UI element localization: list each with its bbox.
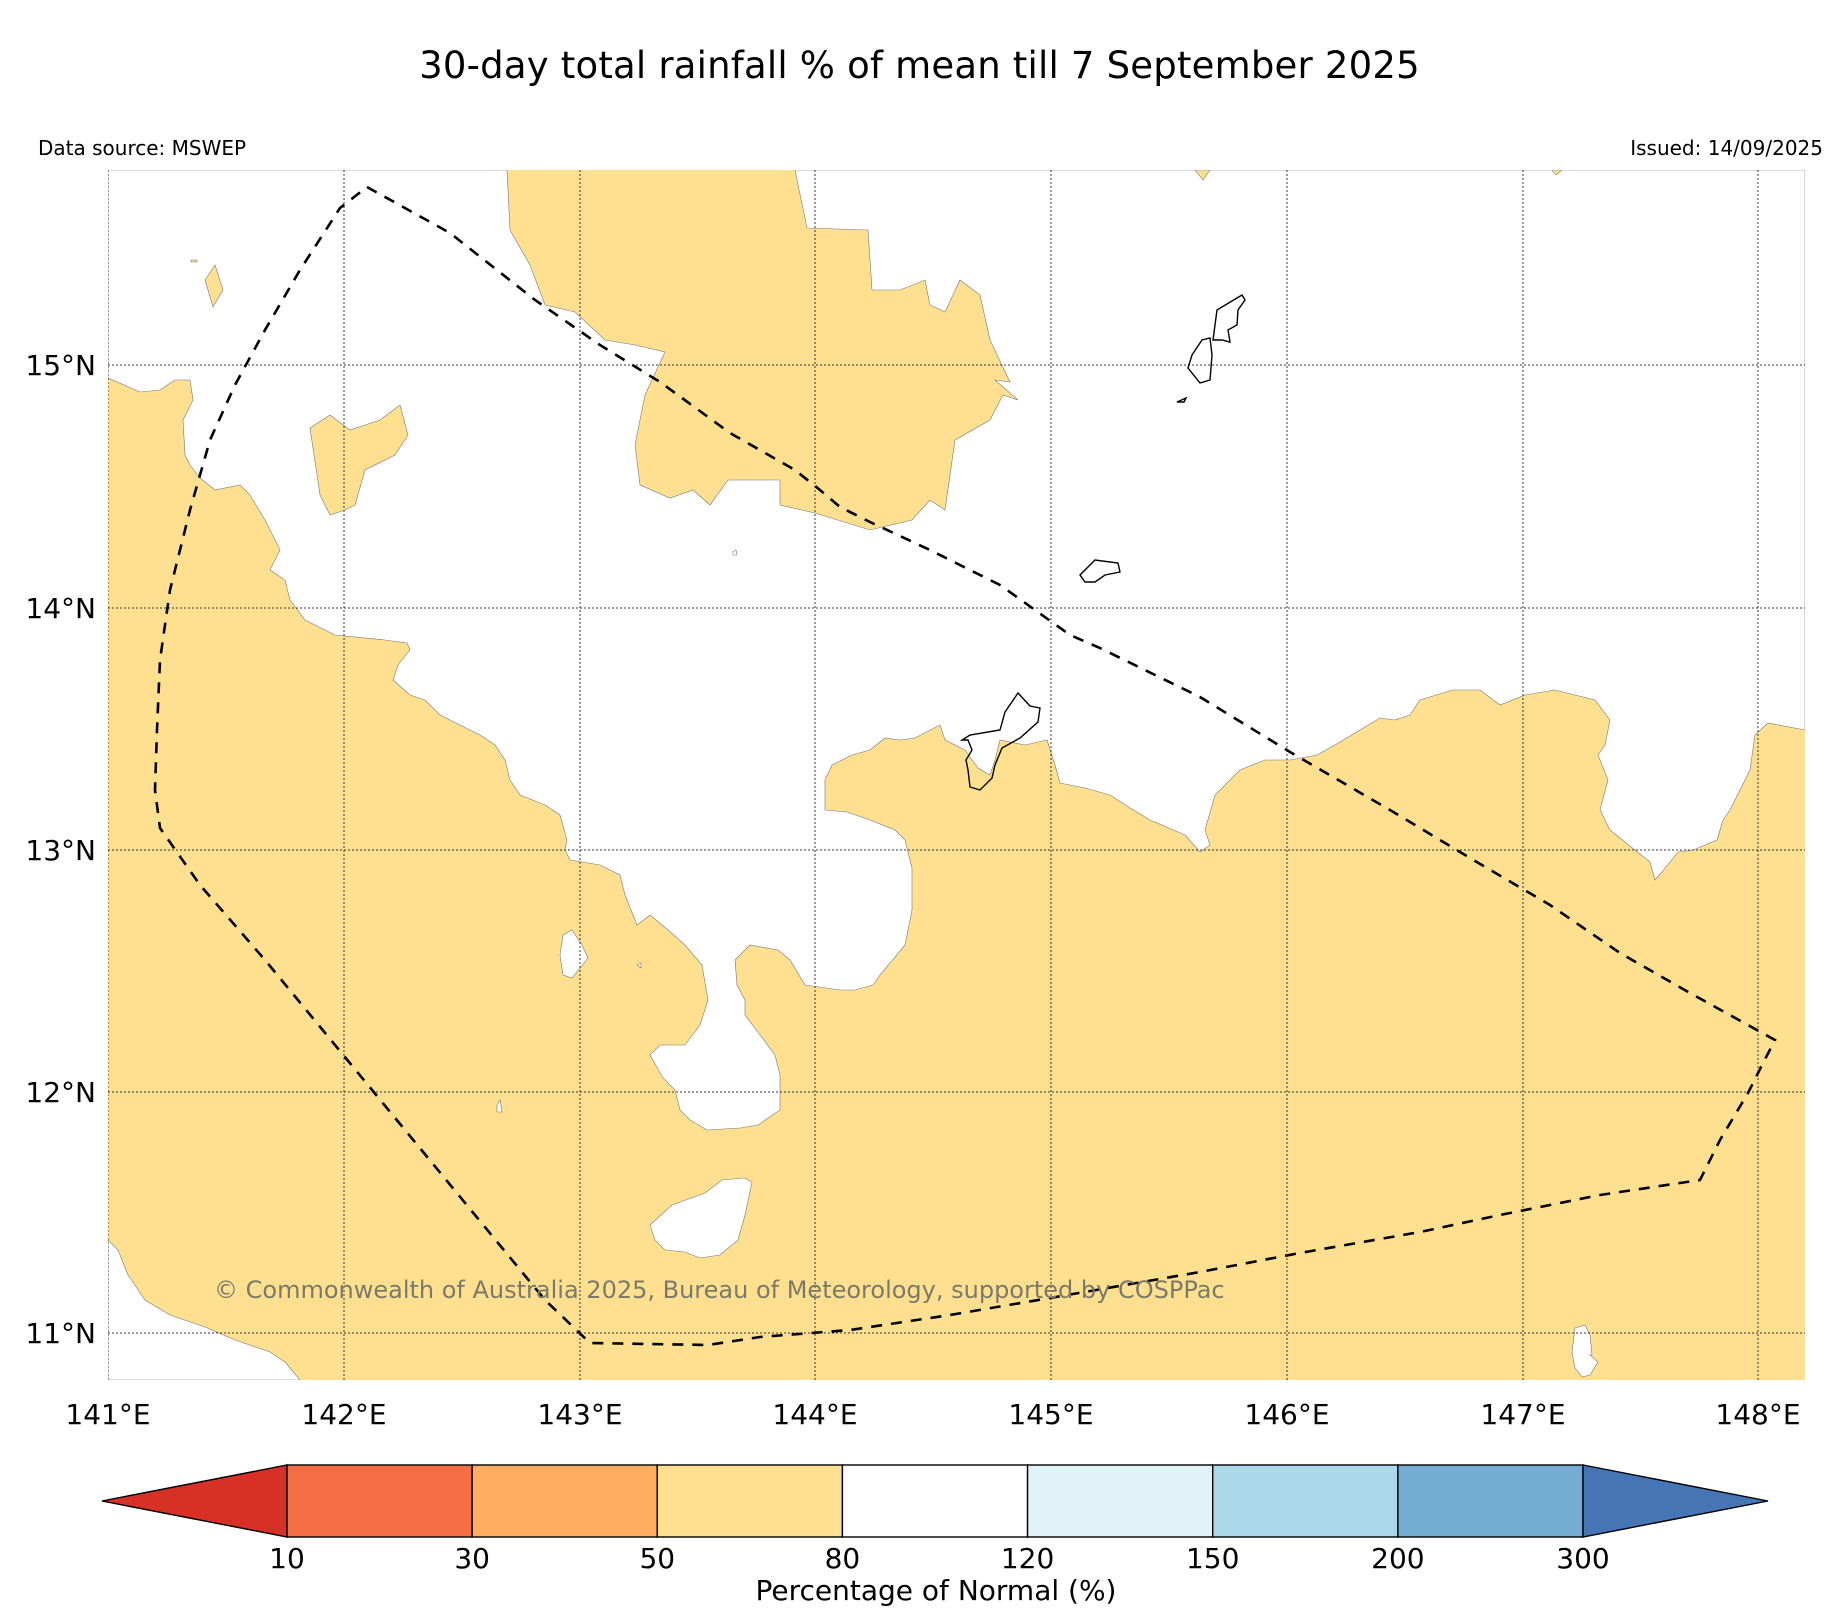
lon-label-141e: 141°E — [65, 1398, 150, 1431]
colorbar-swatch — [1212, 1464, 1399, 1538]
colorbar-swatch — [1026, 1464, 1214, 1538]
guam-island — [959, 691, 1041, 791]
colorbar-tick-label: 10 — [269, 1542, 305, 1575]
lon-label-143e: 143°E — [537, 1398, 622, 1431]
colorbar-title: Percentage of Normal (%) — [756, 1574, 1117, 1607]
rainfall-region-80-120 — [1571, 1324, 1599, 1378]
colorbar-swatch — [286, 1464, 473, 1538]
lon-label-148e: 148°E — [1715, 1398, 1800, 1431]
lon-label-145e: 145°E — [1008, 1398, 1093, 1431]
lon-label-142e: 142°E — [301, 1398, 386, 1431]
tinian-island — [1187, 337, 1213, 384]
issued-date-label: Issued: 14/09/2025 — [1630, 136, 1823, 160]
rainfall-region-80-120 — [732, 549, 738, 556]
region-boundary — [153, 185, 1777, 1347]
lon-label-146e: 146°E — [1244, 1398, 1329, 1431]
colorbar-tick-label: 30 — [454, 1542, 490, 1575]
rainfall-region-50-80 — [1551, 170, 1563, 176]
lat-label-14n: 14°N — [25, 592, 96, 625]
lat-label-11n: 11°N — [25, 1317, 96, 1350]
rainfall-region-50-80 — [309, 404, 409, 516]
saipan-island — [1212, 294, 1246, 343]
colorbar-tick-label: 120 — [1001, 1542, 1054, 1575]
aguijan-island — [1176, 396, 1188, 403]
colorbar-tick-label: 300 — [1556, 1542, 1609, 1575]
lon-label-147e: 147°E — [1480, 1398, 1565, 1431]
map-title: 30-day total rainfall % of mean till 7 S… — [419, 44, 1420, 87]
colorbar-swatch — [1397, 1464, 1584, 1538]
rainfall-region-80-120 — [108, 170, 1805, 1131]
rainfall-region-50-80 — [190, 259, 198, 263]
colorbar-extend-high — [1582, 1464, 1769, 1538]
colorbar-swatch — [656, 1464, 844, 1538]
rainfall-region-50-80 — [1194, 170, 1211, 181]
colorbar-tick-label: 150 — [1186, 1542, 1239, 1575]
rota-island — [1079, 559, 1121, 583]
lon-label-144e: 144°E — [772, 1398, 857, 1431]
lat-label-12n: 12°N — [25, 1076, 96, 1109]
rainfall-region-80-120 — [496, 1099, 503, 1113]
colorbar-extend-low — [101, 1464, 288, 1538]
colorbar-tick-label: 80 — [825, 1542, 861, 1575]
data-source-label: Data source: MSWEP — [38, 136, 247, 160]
colorbar-swatch — [471, 1464, 658, 1538]
copyright-text: © Commonwealth of Australia 2025, Bureau… — [214, 1276, 1225, 1304]
island-outlines — [959, 294, 1246, 791]
lat-label-15n: 15°N — [25, 349, 96, 382]
graticule — [108, 170, 1805, 1380]
colorbar-tick-label: 200 — [1371, 1542, 1424, 1575]
rainfall-region-80-120 — [649, 1177, 753, 1259]
colorbar-swatch — [841, 1464, 1029, 1538]
lat-label-13n: 13°N — [25, 834, 96, 867]
rainfall-region-80-120 — [636, 962, 642, 969]
colorbar-tick-label: 50 — [639, 1542, 675, 1575]
rainfall-region-50-80 — [204, 264, 224, 308]
